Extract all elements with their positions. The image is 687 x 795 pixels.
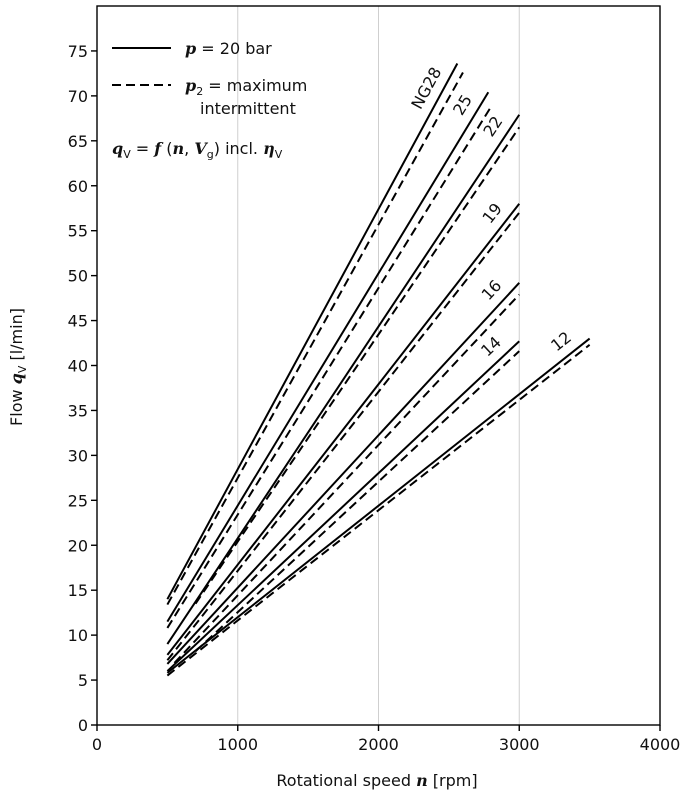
formula-f: f (153, 139, 164, 158)
series-solid-line (166, 91, 490, 623)
legend-solid-var: p (185, 39, 196, 58)
y-tick-label: 60 (68, 177, 88, 196)
x-tick-label: 3000 (499, 735, 540, 754)
formula-n: n (173, 139, 185, 158)
formula-Vsub: g (207, 148, 214, 161)
series-label: NG28 (407, 64, 445, 112)
y-tick-label: 65 (68, 132, 88, 151)
y-tick-label: 70 (68, 87, 88, 106)
formula-eq: = (131, 139, 155, 158)
series-dashed-line (194, 126, 521, 605)
series-label: 12 (547, 328, 575, 356)
legend-dashed-sub: 2 (196, 85, 203, 98)
formula-q: q (112, 139, 123, 158)
series-label: 16 (478, 276, 506, 304)
legend-solid-text: = 20 bar (196, 39, 272, 58)
formula-close: ) incl. (214, 139, 263, 158)
series-dashed-line (166, 72, 464, 606)
formula-open: ( (161, 139, 172, 158)
x-axis-title-unit: [rpm] (428, 771, 478, 790)
x-tick-label: 1000 (217, 735, 258, 754)
series-solid-line (166, 203, 521, 656)
legend-solid-label: p = 20 bar (185, 39, 272, 58)
y-axis-title-var: q (7, 373, 26, 384)
y-axis-title-unit: [l/min] (7, 308, 26, 366)
series-dashed-line (173, 293, 520, 664)
y-tick-label: 30 (68, 446, 88, 465)
y-tick-label: 5 (78, 671, 88, 690)
y-tick-label: 40 (68, 357, 88, 376)
series-dashed-line (166, 344, 591, 677)
series-label: 14 (477, 333, 505, 361)
series-solid-line (166, 114, 521, 645)
x-axis-title: Rotational speed n [rpm] (276, 771, 477, 790)
legend-dashed-var: p (185, 76, 196, 95)
series-solid-line (166, 337, 591, 674)
series-label: 25 (449, 91, 476, 118)
series-label: 22 (479, 113, 506, 140)
series-dashed-line (166, 212, 521, 661)
legend-formula: qV = f (n, Vg) incl. ηV (112, 139, 283, 161)
y-tick-label: 15 (68, 581, 88, 600)
series-dashed-line (166, 106, 492, 629)
y-tick-label: 35 (68, 401, 88, 420)
y-tick-label: 55 (68, 222, 88, 241)
y-tick-label: 75 (68, 42, 88, 61)
y-tick-label: 20 (68, 536, 88, 555)
formula-etasub: V (275, 148, 283, 161)
series-dashed-line (194, 350, 520, 653)
x-axis-title-var: n (416, 771, 428, 790)
plot-frame (96, 5, 661, 726)
legend: p = 20 bar p2 = maximum intermittent qV … (112, 39, 307, 161)
axis-layer: 0 1000 2000 3000 4000 0 5 10 15 20 25 30 35 40 45 50 55 6… (68, 5, 681, 754)
x-axis-title-prefix: Rotational speed (276, 771, 416, 790)
y-axis-title-prefix: Flow (7, 384, 26, 426)
legend-dashed-label-line2: intermittent (200, 99, 296, 118)
y-tick-label: 0 (78, 716, 88, 735)
formula-comma: , (184, 139, 194, 158)
y-axis-title-sub: V (16, 365, 29, 373)
y-tick-label: 25 (68, 491, 88, 510)
series-solid-line (166, 282, 520, 665)
y-tick-label: 10 (68, 626, 88, 645)
formula-eta: η (263, 139, 275, 158)
x-tick-label: 4000 (640, 735, 681, 754)
legend-dashed-label: p2 = maximum (185, 76, 307, 98)
series-solid-line (166, 63, 459, 600)
y-axis-title: Flow qV [l/min] (7, 308, 29, 426)
formula-V: V (194, 139, 208, 158)
series-solid-line (166, 340, 520, 672)
formula-qsub: V (123, 148, 131, 161)
legend-dashed-text1: = maximum (203, 76, 307, 95)
y-tick-label: 50 (68, 267, 88, 286)
series-label: 19 (478, 199, 506, 227)
x-tick-label: 2000 (358, 735, 399, 754)
x-tick-label: 0 (92, 735, 102, 754)
y-tick-label: 45 (68, 312, 88, 331)
